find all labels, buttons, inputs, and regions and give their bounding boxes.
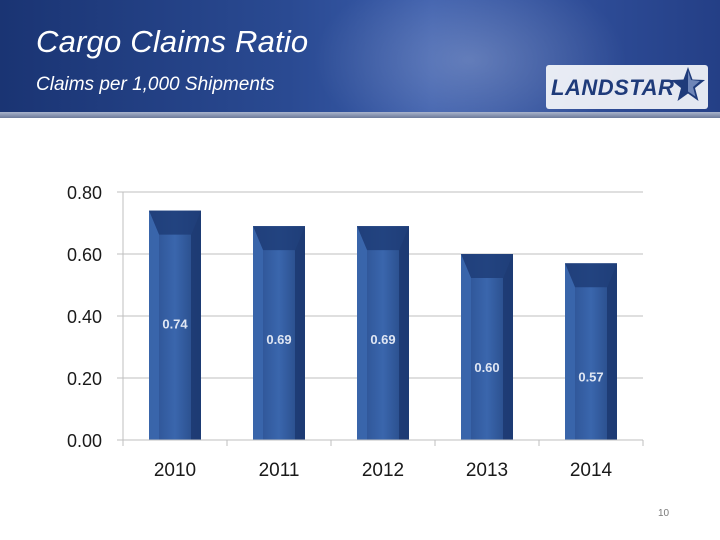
bar: 0.69: [253, 226, 305, 440]
x-tick-label: 2014: [570, 460, 613, 481]
x-tick-label: 2010: [154, 460, 196, 481]
x-tick-label: 2011: [259, 460, 300, 481]
bar: 0.69: [357, 226, 409, 440]
bar: 0.60: [461, 254, 513, 440]
data-label: 0.57: [578, 369, 603, 384]
bar-right-facet: [191, 210, 201, 440]
x-axis: 2010 2011 2012 2013 2014: [117, 439, 644, 481]
bar-right-facet: [607, 263, 617, 440]
data-label: 0.69: [370, 332, 395, 347]
slide-subtitle: Claims per 1,000 Shipments: [36, 74, 275, 95]
logo-text: LANDSTAR: [551, 75, 675, 100]
bar-top-facet: [461, 254, 513, 278]
bar-left-facet: [149, 210, 159, 440]
data-label: 0.60: [474, 360, 499, 375]
data-label: 0.69: [266, 332, 291, 347]
bar-top-facet: [565, 263, 617, 288]
bar: 0.57: [565, 263, 617, 440]
bar-left-facet: [357, 226, 367, 440]
y-tick-label: 0.60: [67, 245, 102, 265]
bar-right-facet: [399, 226, 409, 440]
bars: 0.74 0.69 0.69 0.60 0.57: [149, 210, 617, 440]
star-icon: [671, 67, 705, 101]
bar-left-facet: [461, 254, 471, 440]
y-tick-label: 0.00: [67, 431, 102, 451]
landstar-logo: LANDSTAR: [546, 65, 708, 109]
data-label: 0.74: [162, 317, 188, 332]
bar-top-facet: [357, 226, 409, 251]
bar-top-facet: [149, 210, 201, 235]
y-tick-label: 0.20: [67, 369, 102, 389]
page-number: 10: [658, 508, 670, 519]
y-tick-label: 0.40: [67, 307, 102, 327]
y-axis: 0.00 0.20 0.40 0.60 0.80: [67, 183, 124, 451]
bar-left-facet: [565, 263, 575, 440]
x-tick-label: 2013: [466, 460, 508, 481]
y-tick-label: 0.80: [67, 183, 102, 203]
slide-header: Cargo Claims Ratio Claims per 1,000 Ship…: [0, 0, 720, 118]
slide-title: Cargo Claims Ratio: [36, 24, 309, 59]
bar-left-facet: [253, 226, 263, 440]
bar-right-facet: [295, 226, 305, 440]
bar-right-facet: [503, 254, 513, 440]
x-tick-label: 2012: [362, 460, 404, 481]
bar: 0.74: [149, 210, 201, 440]
bar-top-facet: [253, 226, 305, 251]
